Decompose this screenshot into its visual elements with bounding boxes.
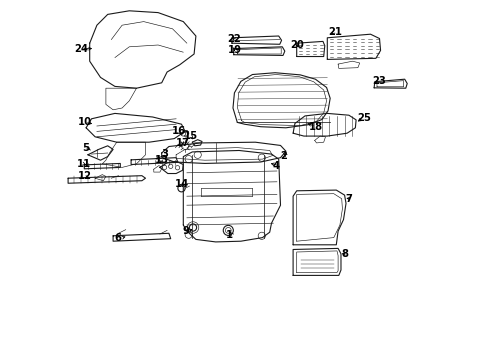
Text: 9: 9	[182, 226, 189, 236]
Text: 22: 22	[227, 34, 241, 44]
Text: 19: 19	[227, 45, 242, 55]
Text: 15: 15	[183, 131, 198, 141]
Text: 11: 11	[77, 159, 91, 169]
Text: 23: 23	[371, 76, 385, 86]
Text: 21: 21	[327, 27, 341, 37]
Text: 18: 18	[309, 122, 323, 132]
Text: 14: 14	[174, 179, 188, 189]
Text: 3: 3	[161, 149, 167, 159]
Text: 2: 2	[279, 150, 286, 161]
Text: 20: 20	[290, 40, 304, 50]
Text: 4: 4	[272, 161, 279, 171]
Text: 12: 12	[77, 171, 91, 181]
Text: 13: 13	[154, 155, 168, 165]
Text: 8: 8	[341, 249, 348, 259]
Text: 16: 16	[171, 126, 185, 136]
Text: 1: 1	[225, 230, 232, 240]
Text: 7: 7	[345, 194, 351, 204]
Text: 6: 6	[114, 233, 121, 243]
Text: 10: 10	[78, 117, 92, 127]
Text: 5: 5	[81, 143, 89, 153]
Text: 25: 25	[356, 113, 370, 123]
Text: 24: 24	[75, 44, 88, 54]
Text: 17: 17	[176, 138, 190, 148]
